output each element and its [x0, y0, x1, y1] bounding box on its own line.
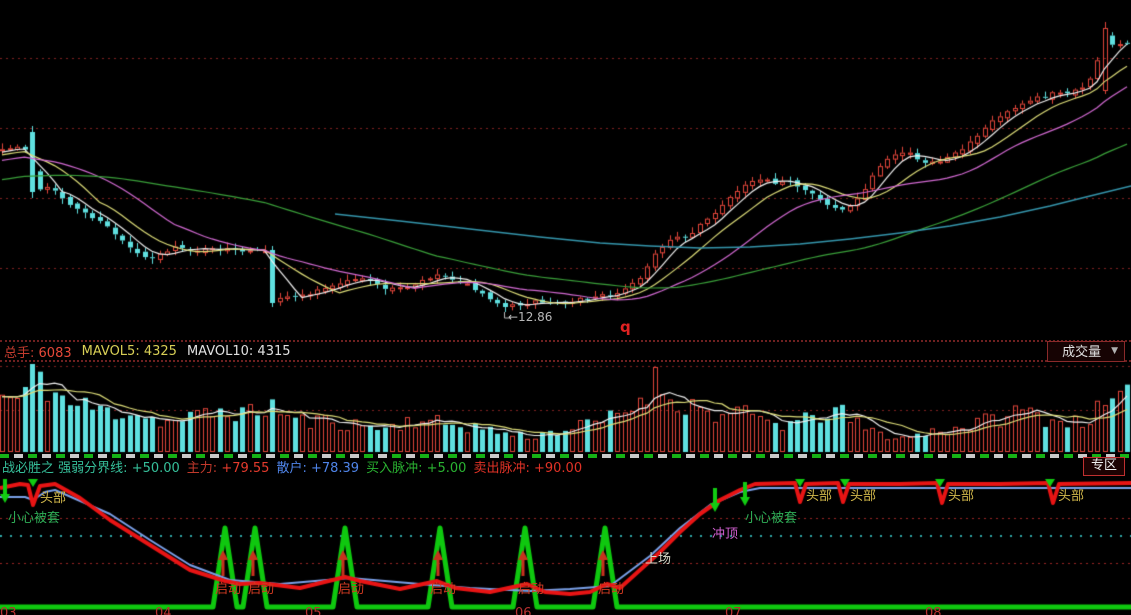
candlestick-chart[interactable]: [0, 0, 1131, 340]
mavol5-label: MAVOL5: 4325: [81, 343, 177, 359]
pane-splitter-handle[interactable]: [0, 454, 1131, 458]
volume-total-label: 总手: 6083: [4, 345, 72, 361]
chevron-down-icon: ▼: [1111, 345, 1118, 356]
buy-pulse-value: 买入脉冲: +5.00: [366, 461, 467, 476]
mavol10-label: MAVOL10: 4315: [186, 343, 291, 359]
indicator-name: 战必胜之 强弱分界线: +50.00: [2, 461, 180, 476]
indicator-selector-dropdown[interactable]: 成交量 ▼: [1047, 340, 1125, 362]
indicator-chart[interactable]: [0, 475, 1131, 615]
volume-chart[interactable]: [0, 362, 1131, 454]
main-force-value: 主力: +79.55: [186, 461, 270, 476]
retail-value: 散户: +78.39: [276, 461, 360, 476]
sell-pulse-value: 卖出脉冲: +90.00: [473, 461, 583, 476]
zone-button[interactable]: 专区: [1082, 457, 1125, 476]
indicator-pane-header: 战必胜之 强弱分界线: +50.00 主力: +79.55 散户: +78.39…: [0, 457, 1131, 476]
volume-pane-header: 总手: 6083 MAVOL5: 4325 MAVOL10: 4315 成交量 …: [0, 340, 1131, 362]
